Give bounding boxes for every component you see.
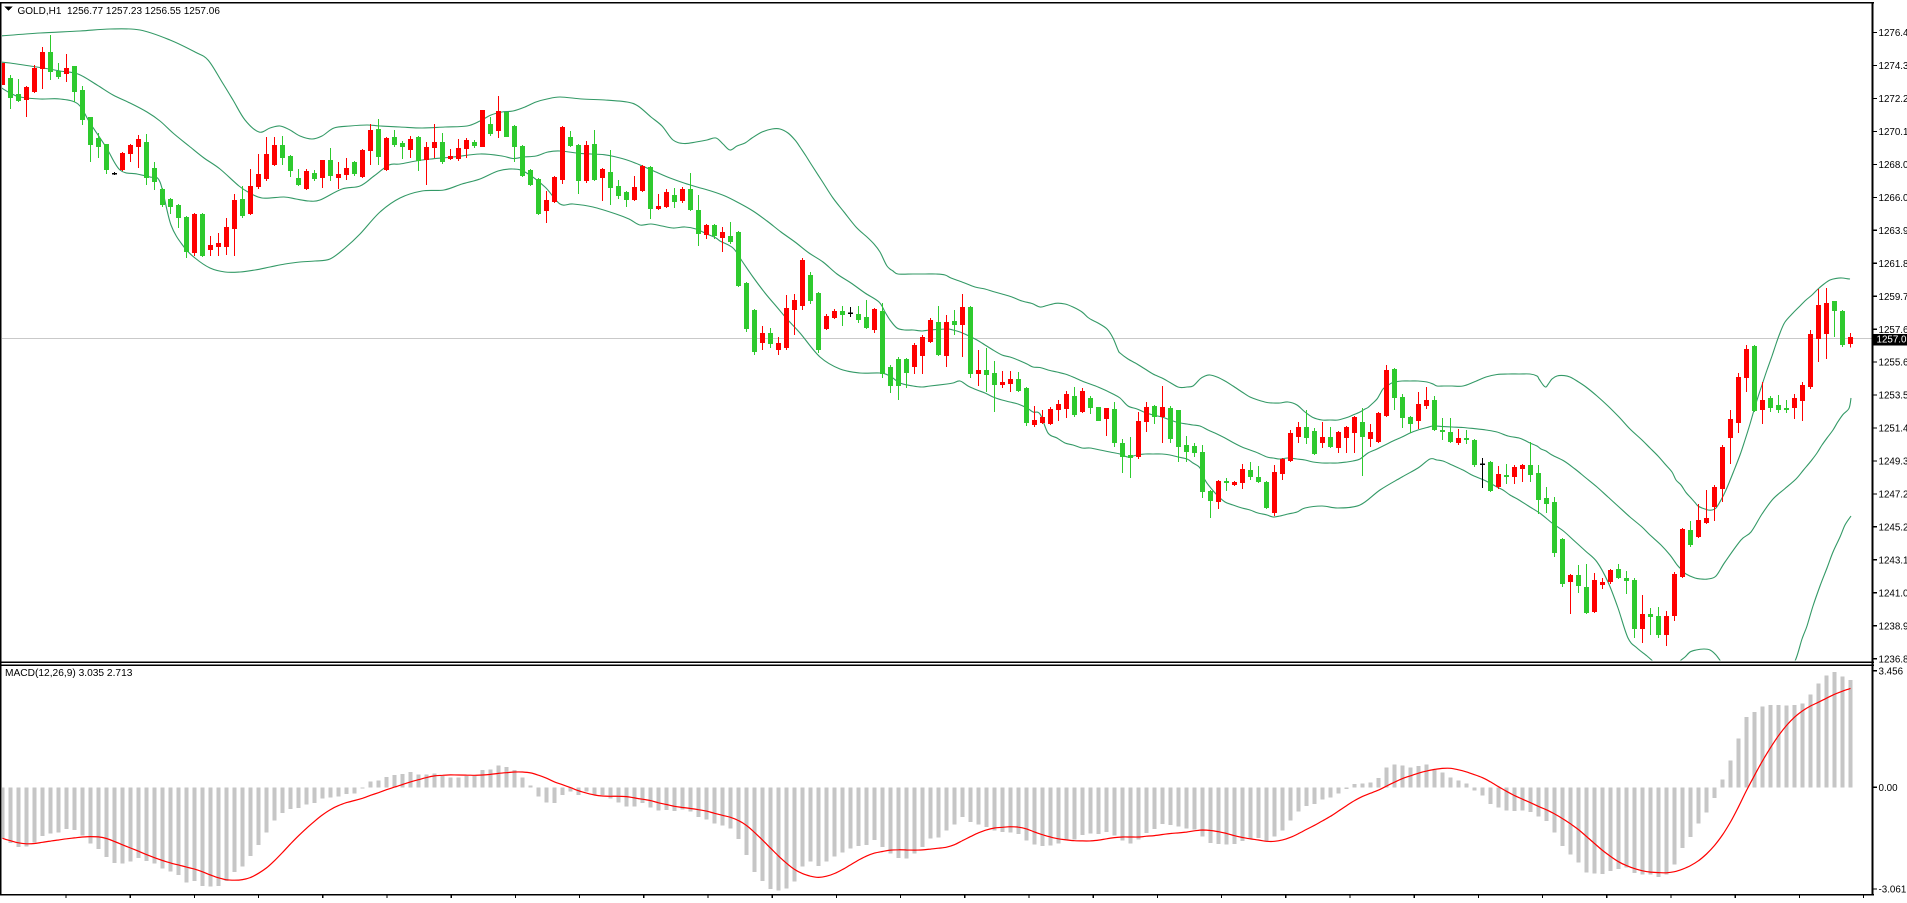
- svg-text:1247.21: 1247.21: [1879, 490, 1907, 501]
- svg-text:3.456: 3.456: [1879, 666, 1904, 677]
- svg-text:0.00: 0.00: [1879, 783, 1899, 794]
- svg-text:1251.42: 1251.42: [1879, 424, 1907, 435]
- svg-text:1272.25: 1272.25: [1879, 94, 1907, 105]
- svg-text:1245.20: 1245.20: [1879, 523, 1907, 534]
- svg-text:1268.05: 1268.05: [1879, 160, 1907, 171]
- svg-text:1270.15: 1270.15: [1879, 127, 1907, 138]
- svg-text:1257.06: 1257.06: [1877, 334, 1907, 345]
- svg-text:1259.73: 1259.73: [1879, 292, 1907, 303]
- svg-text:-3.061: -3.061: [1879, 885, 1907, 896]
- svg-text:1276.46: 1276.46: [1879, 28, 1907, 39]
- svg-text:GOLD,H1 1256.77 1257.23 1256.: GOLD,H1 1256.77 1257.23 1256.55 1257.06: [18, 6, 221, 17]
- svg-text:MACD(12,26,9) 3.035 2.713: MACD(12,26,9) 3.035 2.713: [5, 668, 133, 679]
- svg-text:1253.52: 1253.52: [1879, 391, 1907, 402]
- svg-text:1249.31: 1249.31: [1879, 457, 1907, 468]
- svg-text:1266.04: 1266.04: [1879, 193, 1907, 204]
- svg-text:1236.89: 1236.89: [1879, 654, 1907, 665]
- svg-text:1263.94: 1263.94: [1879, 226, 1907, 237]
- svg-text:1261.84: 1261.84: [1879, 259, 1907, 270]
- svg-text:1274.36: 1274.36: [1879, 61, 1907, 72]
- svg-text:1241.00: 1241.00: [1879, 588, 1907, 599]
- svg-text:1238.99: 1238.99: [1879, 621, 1907, 632]
- svg-text:1243.10: 1243.10: [1879, 555, 1907, 566]
- svg-text:1255.62: 1255.62: [1879, 358, 1907, 369]
